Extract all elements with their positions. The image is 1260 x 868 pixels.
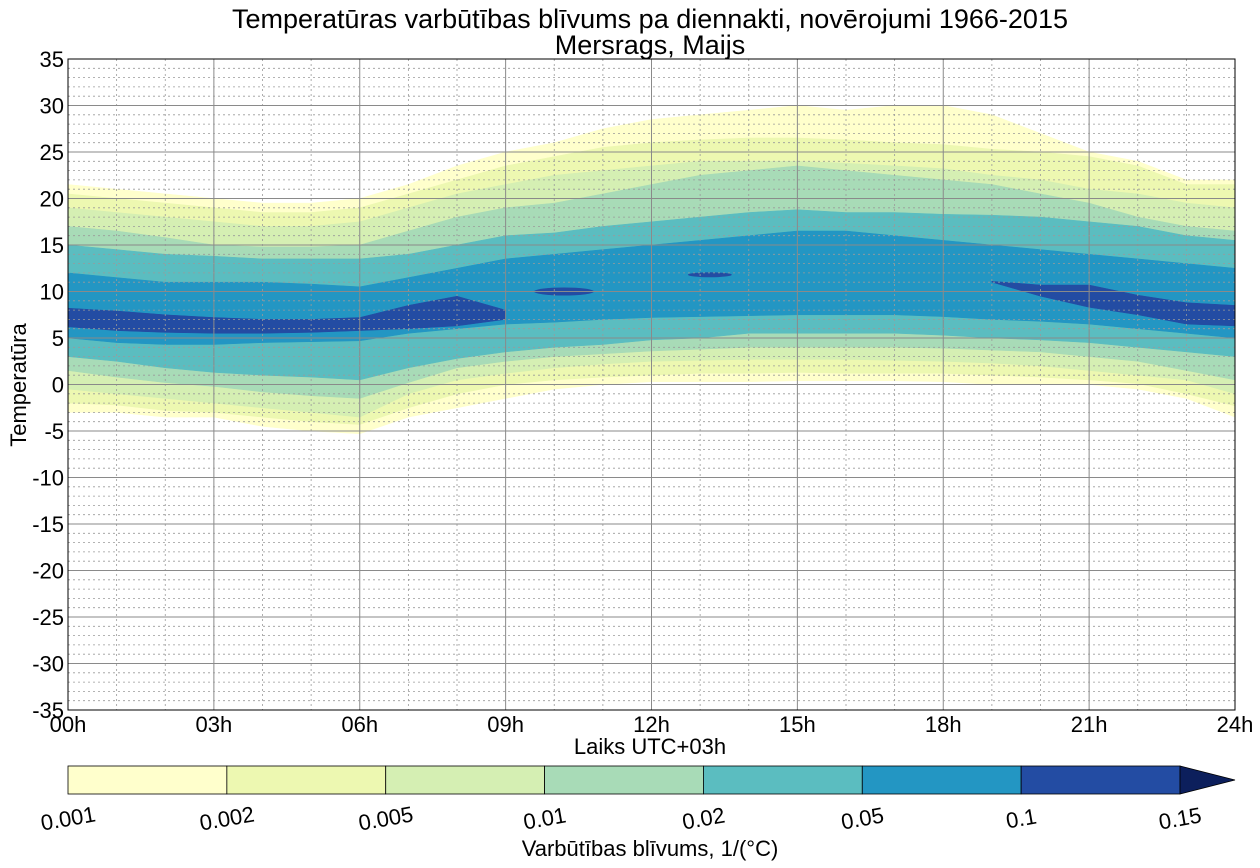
colorbar-tick-label: 0.02 [680,802,727,834]
y-tick-label: 15 [40,233,64,258]
colorbar-label: Varbūtības blīvums, 1/(°C) [522,836,779,861]
x-axis-label: Laiks UTC+03h [574,734,726,759]
colorbar-extend-arrow [1179,765,1236,795]
colorbar-segment [67,765,228,795]
colorbar-tick-label: 0.002 [198,801,257,835]
y-tick-label: 10 [40,280,64,305]
x-tick-label: 24h [1217,712,1254,737]
y-tick-label: -25 [32,605,64,630]
colorbar: 0.001 0.002 0.005 0.01 0.02 0.05 0.1 0.15 [39,765,1236,836]
y-tick-label: 25 [40,140,64,165]
colorbar-segment [544,765,704,795]
colorbar-tick-label: 0.01 [521,802,568,834]
x-tick-label: 03h [196,712,233,737]
y-tick-label: -15 [32,512,64,537]
y-tick-label: 0 [52,373,64,398]
grid-layer [68,59,1235,710]
x-tick-label: 12h [633,712,670,737]
x-tick-label: 15h [779,712,816,737]
colorbar-tick-label: 0.05 [839,802,886,834]
colorbar-tick-label: 0.001 [39,801,98,835]
chart-title: Temperatūras varbūtības blīvums pa dienn… [232,4,1068,34]
y-tick-label: 35 [40,47,64,72]
x-tick-label: 18h [925,712,962,737]
colorbar-tick-label: 0.005 [357,801,416,835]
x-tick-label: 21h [1071,712,1108,737]
y-tick-label: 20 [40,187,64,212]
y-tick-label: -30 [32,652,64,677]
chart-subtitle: Mersrags, Maijs [555,30,746,60]
y-axis-ticks: -35 -30 -25 -20 -15 -10 -5 0 5 10 15 20 25 30 35 [32,47,64,723]
colorbar-segment [1020,765,1181,795]
colorbar-segment [703,765,863,795]
colorbar-tick-label: 0.1 [1004,804,1038,834]
y-tick-label: -5 [44,419,64,444]
y-tick-label: -20 [32,559,64,584]
x-axis-ticks: 00h 03h 06h 09h 12h 15h 18h 21h 24h [50,712,1254,737]
y-axis-label: Temperatūra [6,322,31,446]
colorbar-segment [861,765,1022,795]
plot-frame [67,58,1236,711]
y-tick-label: 5 [52,326,64,351]
colorbar-segment [226,765,387,795]
x-tick-label: 06h [341,712,378,737]
colorbar-segment [385,765,545,795]
y-tick-label: -10 [32,466,64,491]
x-tick-label: 09h [487,712,524,737]
colorbar-tick-label: 0.15 [1157,802,1204,834]
y-tick-label: -35 [32,698,64,723]
y-tick-label: 30 [40,94,64,119]
plot-area [67,58,1236,711]
contour-band-0.1-pocket [687,272,732,278]
x-tick-label: 00h [50,712,87,737]
